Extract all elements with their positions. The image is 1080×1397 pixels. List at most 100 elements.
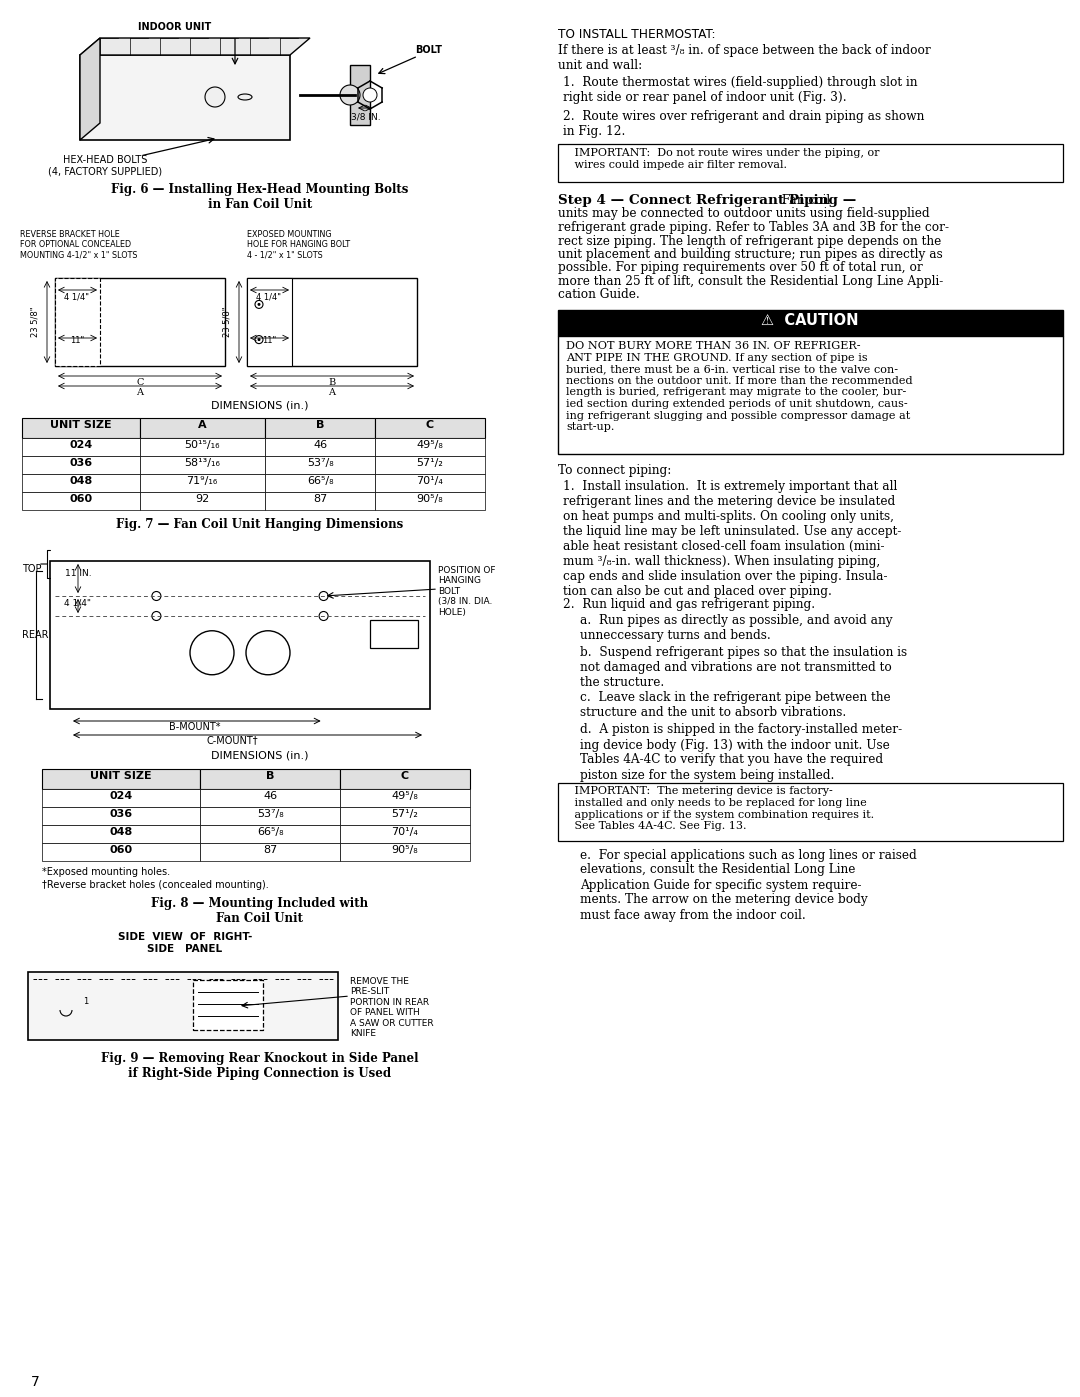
Text: 024: 024 <box>109 791 133 800</box>
Text: 90⁵/₈: 90⁵/₈ <box>392 845 418 855</box>
Text: 036: 036 <box>69 458 93 468</box>
Bar <box>375 474 485 492</box>
Text: 11": 11" <box>70 337 84 345</box>
Circle shape <box>152 591 161 601</box>
Bar <box>370 620 418 648</box>
Text: 49⁵/₈: 49⁵/₈ <box>392 791 418 800</box>
Circle shape <box>257 338 260 341</box>
Text: 53⁷/₈: 53⁷/₈ <box>307 458 334 468</box>
Text: Step 4 — Connect Refrigerant Piping —: Step 4 — Connect Refrigerant Piping — <box>558 194 856 207</box>
Text: possible. For piping requirements over 50 ft of total run, or: possible. For piping requirements over 5… <box>558 261 922 274</box>
Text: 90⁵/₈: 90⁵/₈ <box>417 495 443 504</box>
Bar <box>375 418 485 439</box>
Text: units may be connected to outdoor units using field-supplied: units may be connected to outdoor units … <box>558 208 930 221</box>
Bar <box>340 807 470 826</box>
Text: 58¹³/₁₆: 58¹³/₁₆ <box>184 458 220 468</box>
Bar <box>247 278 417 366</box>
Bar <box>375 439 485 455</box>
Bar <box>340 789 470 807</box>
Bar <box>558 337 1063 454</box>
Text: 4 1/4": 4 1/4" <box>65 599 92 608</box>
Text: HEX-HEAD BOLTS
(4, FACTORY SUPPLIED): HEX-HEAD BOLTS (4, FACTORY SUPPLIED) <box>48 155 162 176</box>
Text: TO INSTALL THERMOSTAT:: TO INSTALL THERMOSTAT: <box>558 28 715 41</box>
Text: a.  Run pipes as directly as possible, and avoid any
unneccessary turns and bend: a. Run pipes as directly as possible, an… <box>580 615 893 643</box>
Text: Fig. 8 — Mounting Included with
Fan Coil Unit: Fig. 8 — Mounting Included with Fan Coil… <box>151 897 368 925</box>
Text: To connect piping:: To connect piping: <box>558 464 672 476</box>
Bar <box>22 455 140 474</box>
Text: 3/8 IN.: 3/8 IN. <box>351 112 381 122</box>
Text: †Reverse bracket holes (concealed mounting).: †Reverse bracket holes (concealed mounti… <box>42 880 269 890</box>
Text: EXPOSED MOUNTING
HOLE FOR HANGING BOLT
4 - 1/2" x 1" SLOTS: EXPOSED MOUNTING HOLE FOR HANGING BOLT 4… <box>247 231 350 260</box>
Text: 53⁷/₈: 53⁷/₈ <box>257 809 283 819</box>
Text: 2.  Route wires over refrigerant and drain piping as shown
in Fig. 12.: 2. Route wires over refrigerant and drai… <box>563 110 924 138</box>
Text: C: C <box>426 420 434 430</box>
Bar <box>22 439 140 455</box>
Text: 1.  Route thermostat wires (field-supplied) through slot in
right side or rear p: 1. Route thermostat wires (field-supplie… <box>563 75 918 103</box>
Text: 23 5/8": 23 5/8" <box>222 307 231 337</box>
Text: 66⁵/₈: 66⁵/₈ <box>257 827 283 837</box>
Bar <box>140 418 265 439</box>
Text: DIMENSIONS (in.): DIMENSIONS (in.) <box>212 400 309 409</box>
Text: 57¹/₂: 57¹/₂ <box>417 458 444 468</box>
Text: 11 IN.: 11 IN. <box>65 569 92 578</box>
Text: 87: 87 <box>262 845 278 855</box>
Text: C: C <box>136 379 144 387</box>
Bar <box>265 439 375 455</box>
Text: 048: 048 <box>69 476 93 486</box>
Circle shape <box>319 591 328 601</box>
Bar <box>140 439 265 455</box>
Text: 060: 060 <box>69 495 93 504</box>
Circle shape <box>340 85 360 105</box>
Text: BOLT: BOLT <box>415 45 442 54</box>
Circle shape <box>255 335 264 344</box>
Text: TOP: TOP <box>22 564 41 574</box>
Circle shape <box>363 88 377 102</box>
Text: 70¹/₄: 70¹/₄ <box>417 476 444 486</box>
Bar <box>42 842 200 861</box>
Bar <box>200 826 340 842</box>
Bar <box>28 972 338 1039</box>
Bar <box>265 418 375 439</box>
Bar <box>340 842 470 861</box>
Text: 4 1/4": 4 1/4" <box>65 292 90 300</box>
Text: *Exposed mounting holes.: *Exposed mounting holes. <box>42 868 171 877</box>
Text: 46: 46 <box>313 440 327 450</box>
Bar <box>42 768 200 789</box>
Bar <box>42 826 200 842</box>
Bar <box>22 474 140 492</box>
Text: A: A <box>198 420 206 430</box>
Circle shape <box>257 303 260 306</box>
Bar <box>265 474 375 492</box>
Bar <box>340 768 470 789</box>
Polygon shape <box>80 38 100 140</box>
Text: refrigerant grade piping. Refer to Tables 3A and 3B for the cor-: refrigerant grade piping. Refer to Table… <box>558 221 949 235</box>
Bar <box>247 278 292 366</box>
Bar <box>375 492 485 510</box>
Text: A: A <box>328 388 336 397</box>
Text: C-MOUNT†: C-MOUNT† <box>206 735 258 745</box>
Circle shape <box>255 300 264 309</box>
Bar <box>140 455 265 474</box>
Text: REVERSE BRACKET HOLE
FOR OPTIONAL CONCEALED
MOUNTING 4-1/2" x 1" SLOTS: REVERSE BRACKET HOLE FOR OPTIONAL CONCEA… <box>21 231 137 260</box>
Text: more than 25 ft of lift, consult the Residential Long Line Appli-: more than 25 ft of lift, consult the Res… <box>558 275 943 288</box>
Ellipse shape <box>238 94 252 101</box>
Text: 11": 11" <box>261 337 276 345</box>
Text: REMOVE THE
PRE-SLIT
PORTION IN REAR
OF PANEL WITH
A SAW OR CUTTER
KNIFE: REMOVE THE PRE-SLIT PORTION IN REAR OF P… <box>350 977 434 1038</box>
Circle shape <box>319 612 328 620</box>
Bar <box>350 66 370 124</box>
Text: 1.  Install insulation.  It is extremely important that all
refrigerant lines an: 1. Install insulation. It is extremely i… <box>563 481 902 598</box>
Text: ⚠  CAUTION: ⚠ CAUTION <box>761 313 859 328</box>
Text: Fan coil: Fan coil <box>778 194 831 207</box>
Text: 4 1/4": 4 1/4" <box>257 292 282 300</box>
Text: 71⁹/₁₆: 71⁹/₁₆ <box>187 476 218 486</box>
Text: UNIT SIZE: UNIT SIZE <box>91 771 152 781</box>
Text: 2.  Run liquid and gas refrigerant piping.: 2. Run liquid and gas refrigerant piping… <box>563 598 815 610</box>
Text: 66⁵/₈: 66⁵/₈ <box>307 476 334 486</box>
Text: 92: 92 <box>194 495 210 504</box>
Text: UNIT SIZE: UNIT SIZE <box>50 420 112 430</box>
Text: rect size piping. The length of refrigerant pipe depends on the: rect size piping. The length of refriger… <box>558 235 942 247</box>
Text: DIMENSIONS (in.): DIMENSIONS (in.) <box>212 752 309 761</box>
Text: If there is at least ³/₈ in. of space between the back of indoor
unit and wall:: If there is at least ³/₈ in. of space be… <box>558 43 931 73</box>
Text: 060: 060 <box>109 845 133 855</box>
Bar <box>140 492 265 510</box>
